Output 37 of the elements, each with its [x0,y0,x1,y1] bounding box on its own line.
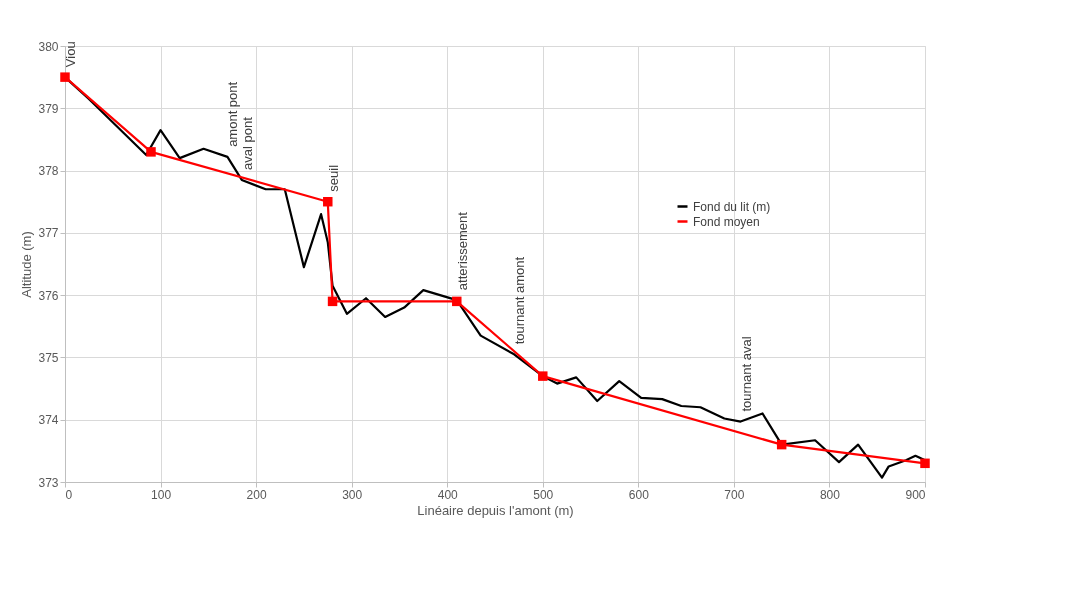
annotation: tournant aval [738,336,754,412]
legend-label: Fond moyen [693,214,760,229]
x-tick-label: 900 [905,487,926,502]
x-tick-label: 700 [724,487,745,502]
point [538,371,548,381]
x-tick-label: 200 [246,487,267,502]
point [327,296,338,307]
y-tick-label: 374 [38,413,59,428]
annotation: aval pont [239,116,255,170]
x-tick-label: 100 [151,487,172,502]
y-tick-label: 377 [38,226,59,241]
annotation: amont pont [225,81,241,147]
y-tick-label: 375 [38,350,59,365]
point [776,439,787,450]
y-tick-label: 373 [38,475,59,490]
x-tick-label: 0 [65,487,73,502]
y-tick-label: 379 [38,101,59,116]
point [920,458,930,469]
y-tick-label: 376 [38,288,59,303]
x-axis-title: Linéaire depuis l'amont (m) [417,502,574,518]
legend-label: Fond du lit (m) [693,199,771,214]
x-tick-label: 800 [819,487,841,502]
x-tick-label: 400 [437,487,459,502]
annotation: Viou [63,41,78,68]
annotation: tournant amont [512,256,528,345]
y-tick-label: 380 [38,39,59,54]
point [323,196,333,207]
x-tick-label: 300 [342,487,363,502]
point [452,296,462,307]
point [146,147,156,157]
y-tick-label: 378 [38,164,59,179]
annotation: seuil [325,164,341,192]
y-axis-title: Altitude (m) [19,231,35,298]
annotation: atterissement [454,211,470,291]
point [60,72,70,82]
x-tick-label: 600 [628,487,650,502]
x-tick-label: 500 [533,487,554,502]
